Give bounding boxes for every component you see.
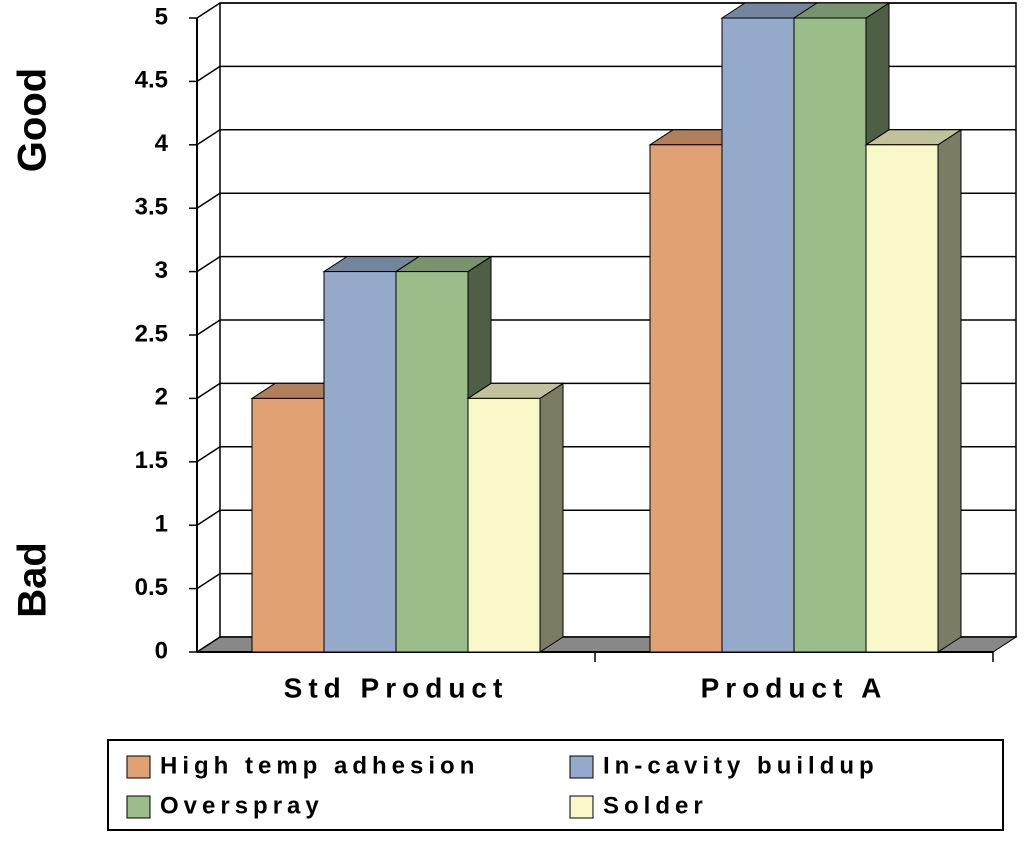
legend-label: Solder [603, 792, 708, 819]
grid-line-side [196, 192, 221, 209]
y-tick-label: 0 [155, 637, 168, 664]
grid-line-side [196, 65, 221, 83]
legend-swatch [569, 755, 594, 779]
legend-label: High temp adhesion [160, 752, 479, 779]
y-tick-label: 4.5 [135, 67, 168, 94]
y-tick-label: 3 [155, 257, 168, 284]
bar-side [539, 382, 564, 653]
x-tick-label: Product A [701, 672, 888, 703]
bar [467, 397, 541, 653]
grid-line-side [196, 129, 221, 146]
grid-line-side [196, 509, 221, 526]
grid-line-side [196, 572, 221, 590]
y-tick-label: 2 [155, 384, 168, 411]
y-tick-label: 2.5 [135, 320, 168, 347]
bar [649, 144, 723, 653]
legend-label: Overspray [160, 792, 324, 819]
legend-box [107, 739, 1004, 831]
y-tick-label: 3.5 [135, 194, 168, 221]
bar [323, 271, 397, 653]
grid-line-side [196, 382, 221, 400]
bar-side [937, 128, 962, 653]
legend-label: In-cavity buildup [603, 752, 879, 779]
y-tick-label: 1 [155, 511, 168, 538]
y-tick-label: 5 [155, 3, 168, 30]
legend-swatch [569, 795, 594, 819]
y-tick-label: 4 [155, 130, 169, 157]
legend-swatch [126, 795, 151, 819]
annotation-good: Good [11, 68, 55, 172]
bar [251, 397, 325, 653]
grid-line-side [196, 2, 221, 19]
bar [395, 271, 469, 653]
bar [865, 144, 939, 653]
grid-line-side [196, 636, 221, 653]
annotation-bad: Bad [11, 542, 55, 618]
legend-swatch [126, 755, 151, 779]
grid-line-side [196, 319, 221, 336]
grid-line-side [196, 446, 221, 463]
y-tick-label: 0.5 [135, 574, 168, 601]
x-tick-label: Std Product [284, 672, 509, 703]
y-tick-label: 1.5 [135, 447, 168, 474]
grid-line-side [196, 255, 221, 273]
bar [721, 17, 795, 653]
bar [793, 17, 867, 653]
